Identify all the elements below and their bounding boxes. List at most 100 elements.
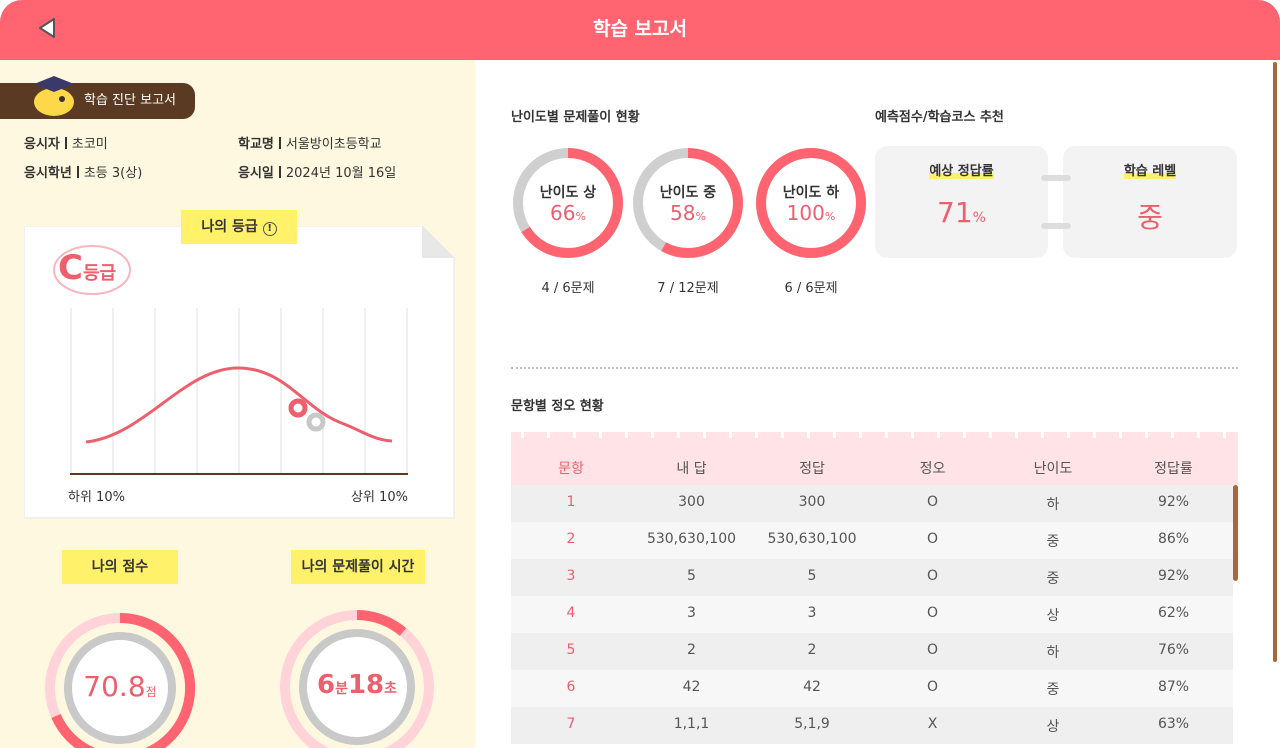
column-header: 문항 bbox=[558, 461, 584, 477]
header-title: 학습 보고서 bbox=[592, 18, 687, 40]
time-value: 6분18초 bbox=[316, 670, 398, 700]
notch bbox=[963, 432, 966, 438]
table-cell: X bbox=[927, 716, 938, 732]
notch bbox=[1015, 432, 1018, 438]
answer-table: 문항 내 답 정답 정오 난이도 정답률 1 300 300 O 하 92% 2 530,630,100 5… bbox=[511, 432, 1238, 748]
table-cell: 3 bbox=[807, 605, 817, 621]
score-title: 나의 점수 bbox=[62, 550, 178, 584]
percent: 58 bbox=[670, 201, 696, 225]
table-cell: 62% bbox=[1157, 605, 1190, 621]
table-cell: 5,1,9 bbox=[794, 716, 830, 732]
table-cell: 5 bbox=[566, 642, 576, 658]
table-cell: 300 bbox=[678, 494, 705, 510]
table-cell: 92% bbox=[1157, 568, 1190, 584]
level-label: 학습 레벨 bbox=[1123, 164, 1177, 179]
difficulty-value: 100% bbox=[751, 201, 871, 225]
notch bbox=[651, 432, 654, 438]
difficulty-value: 66% bbox=[508, 201, 628, 225]
grade-high: 상위 10% bbox=[351, 490, 408, 505]
table-cell: 1 bbox=[566, 494, 576, 510]
mascot-icon bbox=[34, 76, 74, 116]
table-cell: 중 bbox=[1046, 682, 1060, 698]
table-cell: 5 bbox=[687, 568, 696, 584]
table-cell: 92% bbox=[1157, 494, 1190, 510]
solved-count: 6 / 6문제 bbox=[784, 281, 838, 296]
table-cell: 300 bbox=[798, 494, 826, 510]
table-cell: 86% bbox=[1157, 531, 1190, 547]
table-cell: 2 bbox=[566, 531, 576, 547]
table-cell: 76% bbox=[1157, 642, 1190, 658]
level-value: 중 bbox=[1137, 201, 1163, 234]
column-header: 정오 bbox=[919, 461, 946, 477]
table-cell: O bbox=[926, 531, 939, 547]
notch bbox=[859, 432, 862, 438]
notch bbox=[1223, 432, 1226, 438]
rate-label: 예상 정답률 bbox=[929, 164, 994, 179]
summary-rings bbox=[45, 610, 434, 748]
table-row bbox=[511, 522, 1233, 559]
notch bbox=[1041, 432, 1044, 438]
table-row bbox=[511, 559, 1233, 596]
table-cell: 7 bbox=[566, 716, 576, 732]
notch bbox=[911, 432, 914, 438]
table-cell: 4 bbox=[566, 605, 576, 621]
notch bbox=[599, 432, 602, 438]
notch bbox=[521, 432, 524, 438]
notch bbox=[1171, 432, 1174, 438]
table-row bbox=[511, 707, 1233, 744]
table-cell: 하 bbox=[1046, 497, 1060, 513]
table-cell: 63% bbox=[1157, 716, 1190, 732]
page-scrollbar[interactable] bbox=[1273, 62, 1277, 662]
ring-arc bbox=[513, 148, 623, 258]
table-cell: 42 bbox=[803, 679, 821, 695]
notch bbox=[755, 432, 758, 438]
table-cell: 하 bbox=[1046, 645, 1060, 661]
difficulty-title: 난이도별 문제풀이 현황 bbox=[511, 110, 640, 125]
table-cell: 5 bbox=[807, 568, 817, 584]
unit: % bbox=[575, 210, 586, 223]
table-row bbox=[511, 670, 1233, 707]
column-header: 정답률 bbox=[1154, 461, 1193, 477]
table-title: 문항별 정오 현황 bbox=[511, 399, 604, 414]
notch bbox=[885, 432, 888, 438]
table-row bbox=[511, 633, 1233, 670]
column-header: 정답 bbox=[799, 461, 825, 477]
divider bbox=[511, 367, 1238, 369]
grade-value: C등급 bbox=[58, 248, 117, 288]
notch bbox=[1067, 432, 1070, 438]
notch bbox=[1119, 432, 1122, 438]
table-cell: 530,630,100 bbox=[767, 531, 857, 547]
table-cell: 42 bbox=[682, 679, 701, 695]
ring-arc bbox=[633, 148, 743, 258]
table-cell: 상 bbox=[1046, 608, 1060, 624]
solved-count: 7 / 12문제 bbox=[657, 281, 719, 296]
table-cell: 3 bbox=[566, 568, 576, 584]
table-cell: 중 bbox=[1046, 571, 1060, 587]
table-cell: 상 bbox=[1046, 719, 1060, 735]
notch bbox=[989, 432, 992, 438]
table-header bbox=[511, 432, 1238, 485]
rate-value: 71% bbox=[937, 196, 986, 229]
table-cell: 530,630,100 bbox=[646, 531, 737, 547]
grade-card bbox=[24, 226, 455, 519]
back-button[interactable] bbox=[36, 16, 58, 40]
table-row bbox=[511, 485, 1233, 522]
grade-low: 하위 10% bbox=[68, 490, 125, 505]
badge-text: 학습 진단 보고서 bbox=[84, 93, 176, 108]
ring-arc bbox=[756, 148, 866, 258]
notch bbox=[1145, 432, 1148, 438]
difficulty-label: 난이도 상 bbox=[539, 185, 597, 201]
table-cell: 3 bbox=[687, 605, 696, 621]
column-header: 내 답 bbox=[676, 461, 707, 477]
header: 학습 보고서 bbox=[0, 0, 1280, 60]
column-header: 난이도 bbox=[1033, 461, 1073, 477]
table-cell: O bbox=[926, 605, 939, 621]
table-cell: 1,1,1 bbox=[673, 716, 710, 732]
grade-title: 나의 등급 ! bbox=[181, 210, 297, 244]
header-notches bbox=[521, 432, 1226, 438]
table-scrollbar[interactable] bbox=[1233, 485, 1238, 581]
difficulty-value: 58% bbox=[628, 201, 748, 225]
difficulty-label: 난이도 하 bbox=[782, 185, 840, 201]
info-1: 학교명 서울방이초등학교 bbox=[238, 137, 382, 152]
